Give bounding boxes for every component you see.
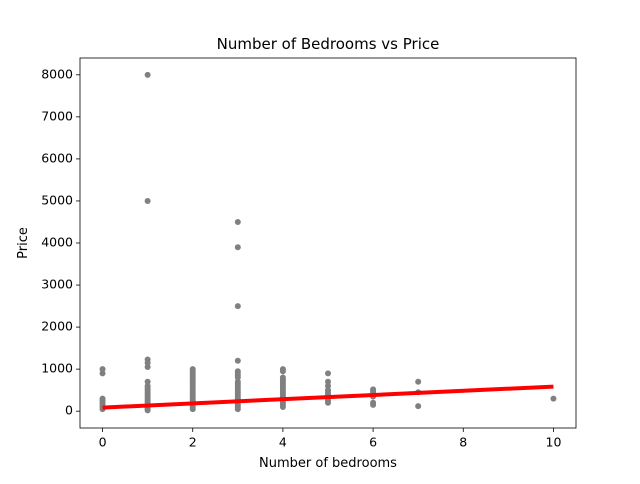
y-tick-label: 4000	[41, 235, 73, 250]
point	[325, 378, 331, 385]
y-axis-label: Price	[16, 227, 31, 259]
x-tick-label: 2	[189, 435, 197, 450]
point	[234, 244, 241, 251]
point	[99, 366, 106, 373]
x-tick-label: 8	[459, 435, 467, 450]
y-tick-label: 5000	[41, 192, 73, 207]
point	[325, 399, 331, 406]
point	[325, 370, 331, 377]
x-tick-label: 10	[546, 435, 562, 450]
point	[144, 71, 151, 78]
point	[415, 378, 422, 385]
y-tick-label: 7000	[41, 108, 73, 123]
y-tick-label: 6000	[41, 150, 73, 165]
point	[144, 407, 151, 414]
point	[234, 406, 241, 413]
point	[234, 374, 241, 381]
y-tick-label: 3000	[41, 277, 73, 292]
x-tick-label: 6	[369, 435, 377, 450]
x-tick-label: 4	[279, 435, 287, 450]
point	[550, 395, 557, 402]
y-tick-label: 2000	[41, 319, 73, 334]
point	[144, 359, 151, 366]
point	[189, 406, 196, 413]
point	[279, 403, 286, 410]
y-tick-label: 1000	[41, 361, 73, 376]
point	[234, 218, 241, 225]
point	[370, 401, 377, 408]
point	[144, 378, 151, 385]
point	[325, 382, 331, 389]
point	[415, 403, 422, 410]
point	[144, 197, 151, 204]
plot-frame	[79, 57, 577, 429]
point	[234, 357, 241, 364]
y-tick-label: 0	[65, 403, 73, 418]
fit-line	[102, 384, 554, 410]
x-axis-label: Number of bedrooms	[259, 456, 397, 471]
point	[144, 364, 151, 371]
point	[234, 303, 241, 310]
point	[99, 370, 106, 377]
x-tick-label: 0	[99, 435, 107, 450]
y-tick-label: 8000	[41, 66, 73, 81]
point	[279, 368, 286, 375]
chart-title: Number of Bedrooms vs Price	[217, 35, 440, 53]
